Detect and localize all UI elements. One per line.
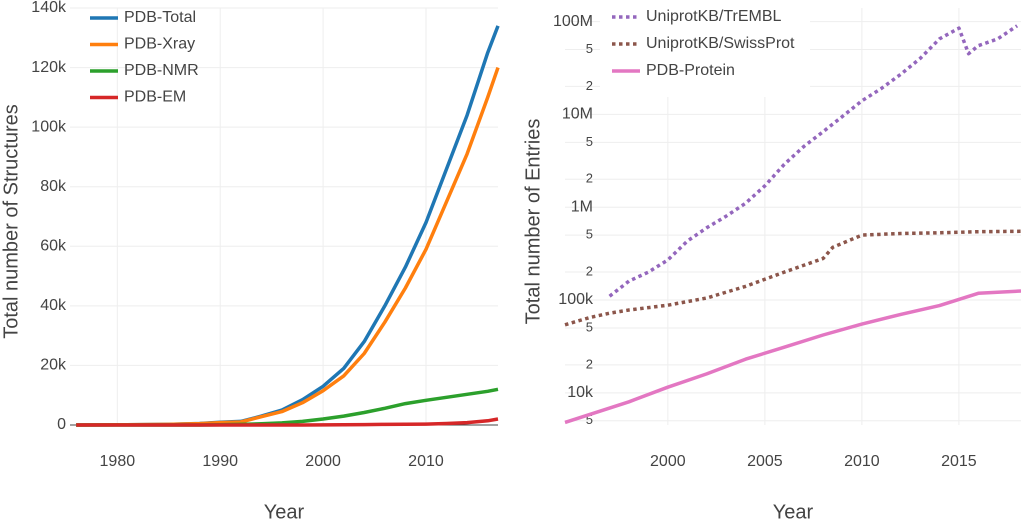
y-tick-label: 140k (31, 0, 67, 16)
y-tick-label: 2 (586, 356, 593, 371)
y-tick-label: 5 (586, 412, 593, 427)
legend-label: PDB-Protein (646, 62, 735, 79)
y-axis-title: Total number of Structures (0, 104, 22, 339)
x-axis-title: Year (773, 501, 814, 521)
y-tick-label: 80k (40, 178, 67, 195)
line-series (564, 229, 1021, 327)
y-tick-label: 10k (567, 384, 594, 401)
y-tick-label: 0 (57, 416, 66, 433)
y-tick-label: 2 (586, 171, 593, 186)
x-tick-label: 1980 (100, 453, 136, 470)
y-tick-label: 60k (40, 238, 67, 255)
y-axis-title: Total number of Entries (522, 119, 544, 325)
legend-label: UniprotKB/TrEMBL (646, 8, 782, 25)
x-tick-label: 2000 (650, 453, 686, 470)
x-tick-label: 2000 (305, 453, 341, 470)
x-tick-label: 1990 (202, 453, 238, 470)
line-series (564, 289, 1021, 425)
y-tick-label: 20k (40, 357, 67, 374)
x-tick-label: 2010 (844, 453, 880, 470)
x-tick-label: 2015 (941, 453, 977, 470)
legend-label: UniprotKB/SwissProt (646, 35, 795, 52)
legend-label: PDB-Total (124, 9, 196, 26)
y-tick-label: 5 (586, 319, 593, 334)
y-tick-label: 5 (586, 134, 593, 149)
y-tick-label: 100k (31, 118, 67, 135)
y-tick-label: 2 (586, 263, 593, 278)
legend-label: PDB-Xray (124, 36, 195, 53)
y-tick-label: 120k (31, 59, 67, 76)
x-tick-label: 2010 (408, 453, 444, 470)
y-tick-label: 100k (558, 291, 594, 308)
y-tick-label: 10M (562, 106, 593, 123)
line-series (608, 24, 1019, 298)
legend-bg (600, 8, 810, 97)
y-tick-label: 5 (586, 227, 593, 242)
legend-label: PDB-NMR (124, 62, 199, 79)
y-tick-label: 1M (571, 198, 593, 215)
x-axis-title: Year (264, 501, 305, 521)
y-tick-label: 100M (553, 13, 593, 30)
y-tick-label: 5 (586, 41, 593, 56)
y-tick-label: 2 (586, 78, 593, 93)
line-series (76, 417, 499, 427)
x-tick-label: 2005 (747, 453, 783, 470)
legend-label: PDB-EM (124, 89, 186, 106)
y-tick-label: 40k (40, 297, 67, 314)
